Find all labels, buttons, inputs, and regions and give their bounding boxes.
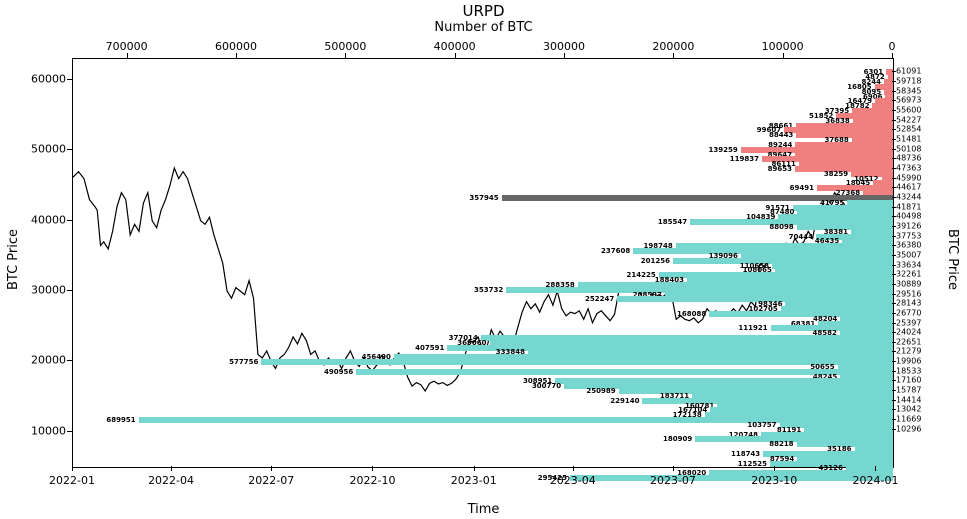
tick-label: 13042: [896, 405, 936, 414]
top-x-axis-label: Number of BTC: [0, 20, 967, 35]
tick-label: 54227: [896, 115, 936, 124]
urpd-bar-value: 88218: [769, 440, 796, 448]
urpd-bar-value: 88443: [769, 131, 796, 139]
urpd-bar-value: 88098: [769, 223, 796, 231]
urpd-bar-value: 69491: [790, 184, 817, 192]
tick-label: 18533: [896, 366, 936, 375]
tick-label: 10000: [22, 424, 66, 437]
urpd-bar-value: 89653: [768, 165, 795, 173]
plot-area: 6301487282441680580956906164791878237395…: [72, 58, 894, 468]
tick-label: 58345: [896, 86, 936, 95]
tick-label: 28143: [896, 299, 936, 308]
tick-label: 55600: [896, 106, 936, 115]
tick-label: 37753: [896, 231, 936, 240]
tick-label: 33634: [896, 260, 936, 269]
tick-label: 61091: [896, 67, 936, 76]
tick-label: 2023-07: [650, 474, 696, 487]
urpd-bar-value: 300770: [532, 382, 564, 390]
tick-label: 600000: [215, 40, 257, 53]
urpd-bar-value: 577756: [229, 358, 261, 366]
tick-label: 59718: [896, 77, 936, 86]
urpd-bar-value: 70444: [789, 233, 816, 241]
tick-label: 200000: [652, 40, 694, 53]
urpd-bar-value: 407591: [415, 344, 447, 352]
tick-label: 30000: [22, 284, 66, 297]
left-y-axis-label: BTC Price: [6, 0, 22, 519]
tick-label: 11669: [896, 415, 936, 424]
tick-label: 51481: [896, 135, 936, 144]
tick-label: 0: [889, 40, 896, 53]
tick-label: 17160: [896, 376, 936, 385]
urpd-bar-value: 353732: [474, 286, 506, 294]
tick-label: 2024-01: [853, 474, 899, 487]
tick-label: 45990: [896, 173, 936, 182]
tick-label: 50108: [896, 144, 936, 153]
tick-label: 40000: [22, 213, 66, 226]
tick-label: 48736: [896, 154, 936, 163]
tick-label: 41871: [896, 202, 936, 211]
urpd-bar-value: 229140: [610, 397, 642, 405]
tick-label: 2023-10: [751, 474, 797, 487]
urpd-bar-value: 168088: [677, 310, 709, 318]
tick-label: 300000: [543, 40, 585, 53]
tick-label: 20000: [22, 354, 66, 367]
tick-label: 22651: [896, 337, 936, 346]
urpd-bar-value: 118743: [731, 450, 763, 458]
urpd-bar: 295425: [570, 475, 893, 481]
urpd-bar-value: 357945: [469, 194, 501, 202]
tick-label: 47363: [896, 163, 936, 172]
tick-label: 39126: [896, 221, 936, 230]
urpd-bar-value: 250989: [586, 387, 618, 395]
tick-label: 500000: [324, 40, 366, 53]
tick-label: 10296: [896, 424, 936, 433]
tick-label: 2022-07: [248, 474, 294, 487]
urpd-bar-value: 689951: [106, 416, 138, 424]
tick-label: 30889: [896, 279, 936, 288]
urpd-bar-value: 237608: [601, 247, 633, 255]
urpd-bar-value: 490956: [324, 368, 356, 376]
tick-label: 400000: [434, 40, 476, 53]
tick-label: 32261: [896, 270, 936, 279]
tick-label: 44617: [896, 183, 936, 192]
tick-label: 29516: [896, 289, 936, 298]
urpd-bar-value: 112525: [738, 460, 770, 468]
bottom-x-axis-label: Time: [0, 502, 967, 517]
tick-label: 2022-01: [49, 474, 95, 487]
urpd-bar-value: 180909: [663, 435, 695, 443]
urpd-bar-value: 38259: [824, 170, 851, 178]
tick-label: 60000: [22, 73, 66, 86]
tick-label: 21279: [896, 347, 936, 356]
right-y-axis-label: BTC Price: [945, 0, 961, 519]
tick-label: 26770: [896, 308, 936, 317]
tick-label: 15787: [896, 386, 936, 395]
tick-label: 2023-01: [451, 474, 497, 487]
tick-label: 35007: [896, 250, 936, 259]
tick-label: 40498: [896, 212, 936, 221]
tick-label: 19906: [896, 357, 936, 366]
tick-label: 50000: [22, 143, 66, 156]
urpd-bar-value: 139259: [709, 146, 741, 154]
tick-label: 43244: [896, 192, 936, 201]
urpd-bar-value: 185547: [658, 218, 690, 226]
urpd-chart: URPD Number of BTC Time BTC Price BTC Pr…: [0, 0, 967, 519]
urpd-bar-value: 252247: [585, 295, 617, 303]
urpd-bar-value: 119837: [730, 155, 762, 163]
tick-label: 25397: [896, 318, 936, 327]
tick-label: 56973: [896, 96, 936, 105]
tick-label: 100000: [762, 40, 804, 53]
urpd-bar: 577756: [261, 359, 893, 365]
tick-label: 2022-10: [349, 474, 395, 487]
tick-label: 36380: [896, 241, 936, 250]
urpd-bar-value: 111921: [738, 324, 770, 332]
urpd-bar-value: 201256: [641, 257, 673, 265]
tick-label: 52854: [896, 125, 936, 134]
tick-label: 2022-04: [148, 474, 194, 487]
urpd-bar-value: 103757: [747, 421, 779, 429]
chart-title: URPD: [0, 2, 967, 20]
tick-label: 14414: [896, 395, 936, 404]
tick-label: 2023-04: [550, 474, 596, 487]
tick-label: 700000: [106, 40, 148, 53]
tick-label: 24024: [896, 328, 936, 337]
